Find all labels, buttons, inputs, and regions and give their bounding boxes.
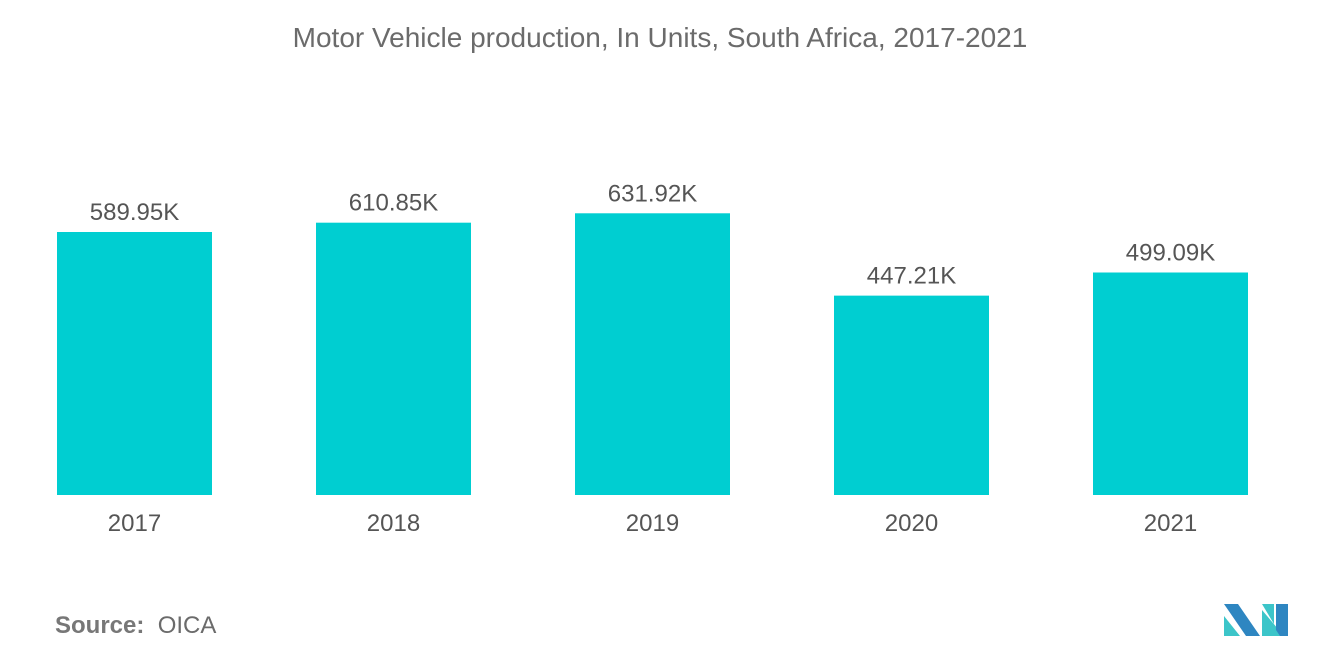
source-label: Source:: [55, 612, 145, 639]
data-label: 631.92K: [608, 180, 697, 207]
chart-title: Motor Vehicle production, In Units, Sout…: [292, 22, 1028, 53]
x-tick-label: 2017: [108, 510, 161, 537]
bar-2021: [1093, 272, 1248, 495]
source-value: OICA: [157, 612, 217, 639]
data-label: 610.85K: [349, 190, 438, 217]
data-label: 447.21K: [867, 263, 956, 290]
bar-2020: [834, 295, 989, 495]
x-tick-label: 2019: [626, 510, 679, 537]
bar-chart: 589.95K 2017 610.85K 2018 631.92K 2019 447.21K…: [57, 180, 1248, 537]
source-note: Source: OICA: [55, 612, 216, 640]
x-tick-label: 2020: [885, 510, 938, 537]
x-tick-label: 2021: [1144, 510, 1197, 537]
x-tick-label: 2018: [367, 510, 420, 537]
bar-2019: [575, 213, 730, 496]
company-logo: [1224, 604, 1288, 636]
data-label: 499.09K: [1126, 240, 1215, 267]
data-label: 589.95K: [90, 199, 179, 226]
bar-2018: [316, 222, 471, 495]
bar-2017: [57, 232, 212, 495]
